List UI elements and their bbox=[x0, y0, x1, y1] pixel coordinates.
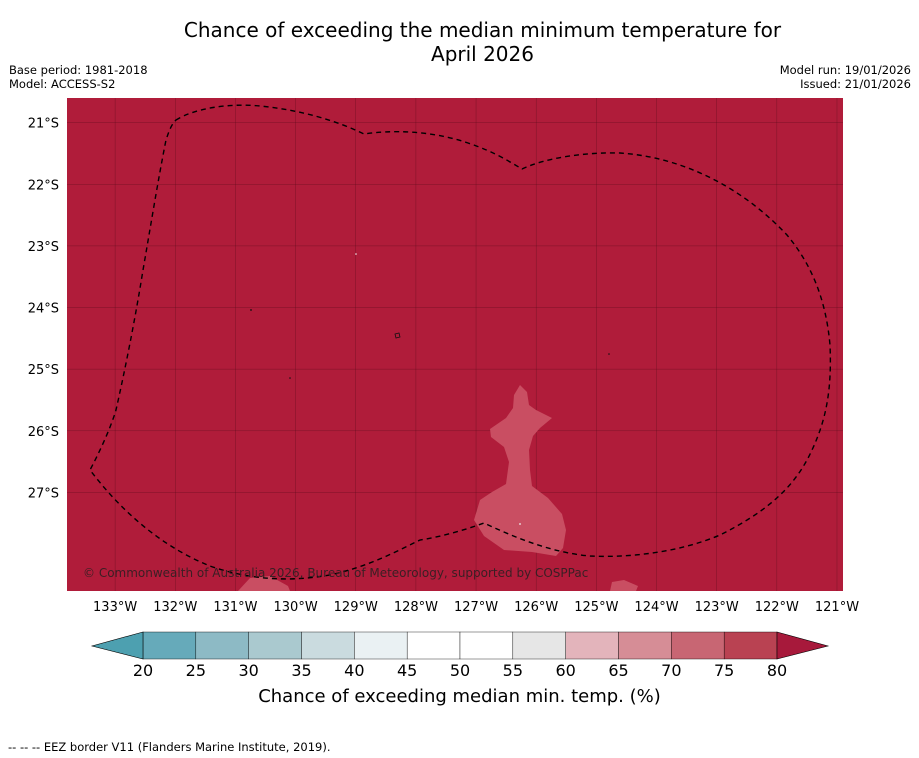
longitude-tick-label: 121°W bbox=[815, 600, 859, 615]
chart-title: Chance of exceeding the median minimum t… bbox=[0, 18, 919, 66]
colorbar-cell bbox=[195, 631, 249, 660]
longitude-tick-label: 128°W bbox=[394, 600, 438, 615]
colorbar-tick-label: 80 bbox=[767, 661, 787, 680]
longitude-tick-label: 125°W bbox=[574, 600, 618, 615]
colorbar-tick-label: 65 bbox=[608, 661, 628, 680]
eez-border bbox=[89, 104, 832, 580]
longitude-tick-label: 132°W bbox=[153, 600, 197, 615]
colorbar-tick-label: 45 bbox=[397, 661, 417, 680]
latitude-tick-label: 23°S bbox=[28, 240, 59, 255]
colorbar-tick-label: 70 bbox=[661, 661, 681, 680]
map-figure: © Commonwealth of Australia 2026, Bureau… bbox=[28, 98, 859, 680]
latitude-ticks: 21°S 22°S 23°S 24°S 25°S 26°S 27°S bbox=[28, 117, 59, 502]
colorbar-tick-label: 60 bbox=[555, 661, 575, 680]
colorbar-cell bbox=[248, 631, 302, 660]
islands bbox=[250, 253, 610, 525]
colorbar-cell bbox=[618, 631, 672, 660]
colorbar-tick-label: 50 bbox=[450, 661, 470, 680]
footnote-eez-source: -- -- -- EEZ border V11 (Flanders Marine… bbox=[8, 740, 331, 754]
colorbar-tick-label: 40 bbox=[344, 661, 364, 680]
colorbar-cell bbox=[301, 631, 355, 660]
colorbar-cell bbox=[406, 631, 461, 660]
colorbar-cell bbox=[565, 631, 619, 660]
map-panel[interactable]: © Commonwealth of Australia 2026, Bureau… bbox=[67, 98, 843, 591]
colorbar-cell bbox=[459, 631, 514, 660]
colorbar-tick-label: 75 bbox=[714, 661, 734, 680]
colorbar-ticks: 20 25 30 35 40 45 50 55 60 65 70 75 80 bbox=[133, 661, 787, 680]
colorbar-cell bbox=[354, 631, 408, 660]
longitude-tick-label: 122°W bbox=[755, 600, 799, 615]
lower-probability-patch-south bbox=[610, 580, 638, 591]
copyright-notice: © Commonwealth of Australia 2026, Bureau… bbox=[83, 566, 588, 580]
latitude-tick-label: 25°S bbox=[28, 363, 59, 378]
colorbar-cells bbox=[142, 631, 778, 660]
latitude-tick-label: 26°S bbox=[28, 425, 59, 440]
colorbar-cell bbox=[723, 631, 778, 660]
colorbar: 20 25 30 35 40 45 50 55 60 65 70 75 80 bbox=[90, 631, 830, 680]
colorbar-under-arrow bbox=[90, 631, 144, 660]
longitude-ticks: 133°W 132°W 131°W 130°W 129°W 128°W 127°W 126°W… bbox=[93, 600, 859, 615]
latitude-tick-label: 24°S bbox=[28, 302, 59, 317]
lower-probability-patch bbox=[474, 385, 566, 556]
base-period: Base period: 1981-2018 bbox=[9, 63, 148, 77]
longitude-tick-label: 126°W bbox=[514, 600, 558, 615]
probability-field bbox=[67, 98, 843, 591]
meta-left: Base period: 1981-2018 Model: ACCESS-S2 bbox=[9, 63, 148, 91]
colorbar-tick-label: 30 bbox=[238, 661, 258, 680]
latitude-tick-label: 27°S bbox=[28, 486, 59, 501]
colorbar-tick-label: 20 bbox=[133, 661, 153, 680]
colorbar-cell bbox=[142, 631, 197, 660]
colorbar-tick-label: 25 bbox=[186, 661, 206, 680]
longitude-tick-label: 130°W bbox=[274, 600, 318, 615]
title-line-1: Chance of exceeding the median minimum t… bbox=[183, 18, 782, 42]
latitude-tick-label: 22°S bbox=[28, 178, 59, 193]
colorbar-cell bbox=[671, 631, 725, 660]
lower-probability-patch-southwest bbox=[238, 576, 290, 591]
longitude-tick-label: 127°W bbox=[454, 600, 498, 615]
longitude-tick-label: 133°W bbox=[93, 600, 137, 615]
longitude-tick-label: 129°W bbox=[334, 600, 378, 615]
longitude-tick-label: 131°W bbox=[213, 600, 257, 615]
colorbar-label: Chance of exceeding median min. temp. (%… bbox=[258, 686, 661, 707]
colorbar-tick-label: 35 bbox=[291, 661, 311, 680]
meta-right: Model run: 19/01/2026 Issued: 21/01/2026 bbox=[780, 63, 911, 91]
title-line-2: April 2026 bbox=[431, 42, 534, 66]
longitude-tick-label: 123°W bbox=[695, 600, 739, 615]
latitude-tick-label: 21°S bbox=[28, 117, 59, 132]
colorbar-tick-label: 55 bbox=[503, 661, 523, 680]
colorbar-cell bbox=[512, 631, 566, 660]
longitude-tick-label: 124°W bbox=[634, 600, 678, 615]
issued-date: Issued: 21/01/2026 bbox=[800, 77, 911, 91]
graticule bbox=[67, 98, 843, 591]
colorbar-over-arrow bbox=[776, 631, 830, 660]
model-name: Model: ACCESS-S2 bbox=[9, 77, 116, 91]
model-run: Model run: 19/01/2026 bbox=[779, 63, 911, 77]
